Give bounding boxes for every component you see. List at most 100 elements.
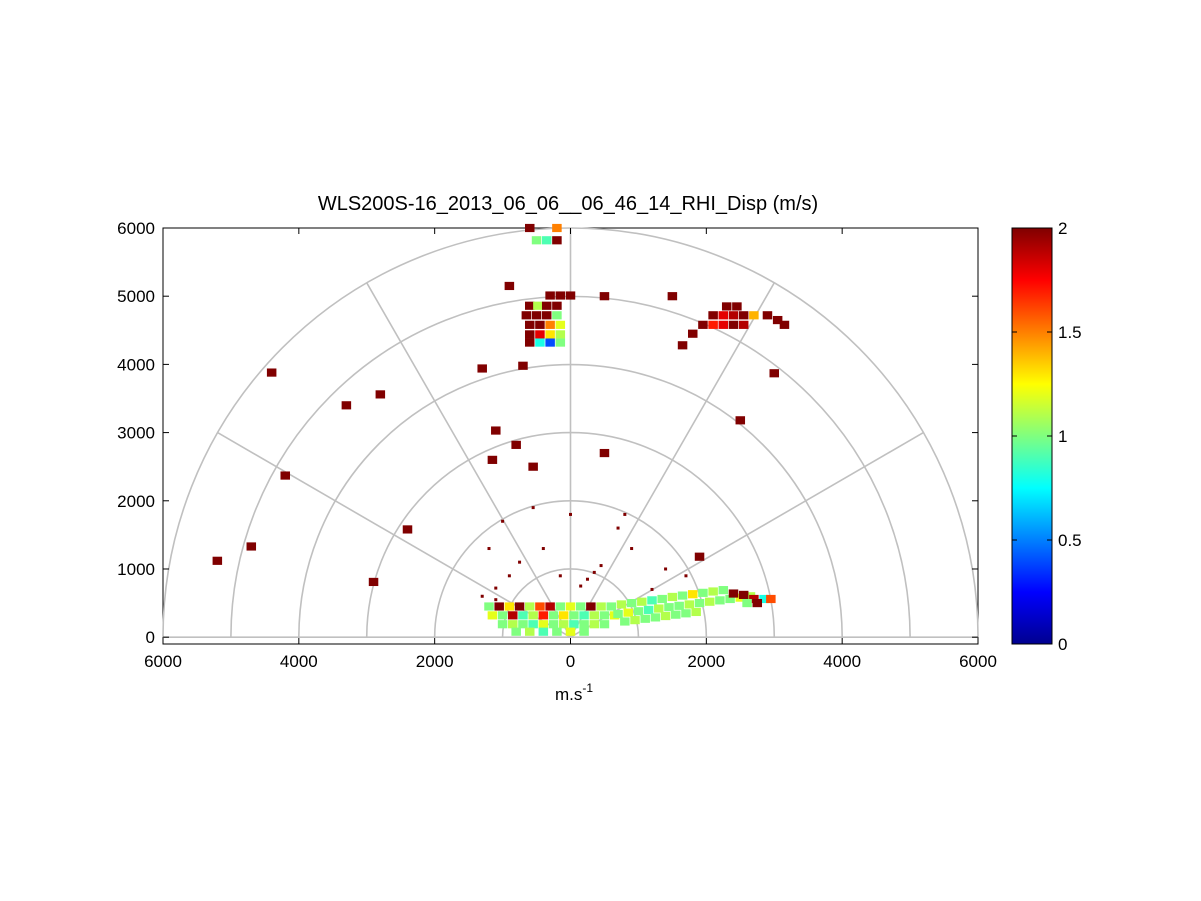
data-cell [691, 607, 701, 617]
colorbar-tick-label: 2 [1058, 219, 1067, 238]
data-cell [552, 236, 562, 245]
x-axis-label-sup: -1 [582, 681, 593, 695]
data-cell [552, 301, 562, 310]
data-cell [545, 330, 555, 339]
data-cell [524, 602, 535, 611]
data-cell [620, 617, 630, 626]
x-tick-label: 4000 [823, 652, 861, 671]
data-cell [599, 611, 610, 620]
data-cell [521, 311, 532, 320]
data-cell [558, 620, 569, 629]
data-cell [579, 611, 589, 620]
data-cell [698, 588, 708, 597]
data-cell [630, 616, 640, 625]
data-cell [738, 311, 749, 320]
data-cell [497, 611, 508, 620]
data-cell [640, 614, 650, 623]
data-point [650, 587, 654, 591]
data-cell [514, 602, 525, 611]
colorbar-ticks: 0 0.5 1 1.5 2 [1012, 219, 1082, 654]
x-tick-label: 4000 [280, 652, 318, 671]
data-cell [569, 611, 579, 620]
data-cell [375, 390, 386, 399]
data-point [507, 574, 511, 578]
x-axis-label-base: m.s [555, 685, 582, 704]
data-cell [548, 611, 559, 620]
data-cell [704, 597, 715, 606]
data-point [518, 560, 522, 564]
data-cell [684, 600, 695, 609]
data-cell [613, 609, 623, 619]
data-cell [528, 620, 538, 629]
data-point [592, 570, 596, 574]
data-cell [728, 311, 739, 320]
data-cell [535, 320, 545, 329]
data-cell [718, 586, 729, 595]
x-axis-label: m.s-1 [555, 681, 593, 704]
data-cell [552, 223, 562, 233]
data-cell [667, 292, 678, 301]
x-tick-label: 0 [566, 652, 575, 671]
data-cell [545, 291, 555, 300]
data-cell [555, 338, 566, 347]
x-tick-label: 2000 [416, 652, 454, 671]
data-cell [721, 302, 732, 311]
data-cell [538, 620, 549, 629]
data-cell [752, 598, 763, 608]
y-tick-label: 5000 [117, 287, 155, 306]
data-cell [541, 301, 552, 310]
data-cell [738, 590, 749, 599]
data-cell [616, 600, 627, 609]
data-cell [687, 590, 698, 599]
data-cell [674, 601, 684, 610]
data-point [480, 594, 484, 598]
data-cell [246, 542, 257, 551]
data-cell [664, 603, 674, 612]
polar-spoke-5 [366, 282, 572, 638]
data-cell [511, 627, 521, 636]
data-cell [599, 448, 610, 458]
data-cell [643, 605, 654, 614]
data-cell [596, 602, 606, 611]
data-cell [545, 602, 555, 611]
data-point [501, 519, 505, 523]
data-cell [524, 627, 535, 636]
y-tick-label: 4000 [117, 355, 155, 374]
data-cell [487, 611, 498, 620]
data-cell [368, 577, 379, 587]
data-cell [650, 613, 661, 622]
y-tick-label: 0 [146, 628, 155, 647]
colorbar-gradient [1011, 227, 1053, 645]
data-cell [589, 611, 600, 620]
x-tick-label: 6000 [144, 652, 182, 671]
data-cell [487, 455, 498, 464]
data-cell [491, 426, 501, 435]
data-cell [698, 320, 708, 329]
data-cell [708, 320, 718, 329]
data-cell [552, 311, 562, 320]
data-cell [657, 594, 667, 604]
data-cell [728, 320, 739, 329]
data-cell [524, 330, 535, 339]
data-cell [599, 292, 610, 301]
data-cell [694, 552, 705, 561]
data-cell [708, 311, 718, 320]
data-cell [535, 330, 545, 339]
data-cell [718, 311, 729, 320]
data-cell [280, 471, 291, 480]
data-cell [531, 236, 542, 245]
data-cell [738, 320, 749, 329]
data-point [494, 598, 498, 602]
data-cell [545, 338, 555, 347]
data-cell [575, 602, 586, 611]
data-cell [660, 611, 671, 621]
data-cell [477, 364, 487, 373]
data-cell [555, 320, 566, 329]
data-cell [528, 462, 538, 471]
data-cell [654, 604, 664, 613]
data-cell [759, 594, 769, 604]
data-cell [772, 315, 783, 325]
axis-ticks [162, 227, 979, 644]
data-cell [718, 320, 729, 329]
y-tick-label: 2000 [117, 492, 155, 511]
